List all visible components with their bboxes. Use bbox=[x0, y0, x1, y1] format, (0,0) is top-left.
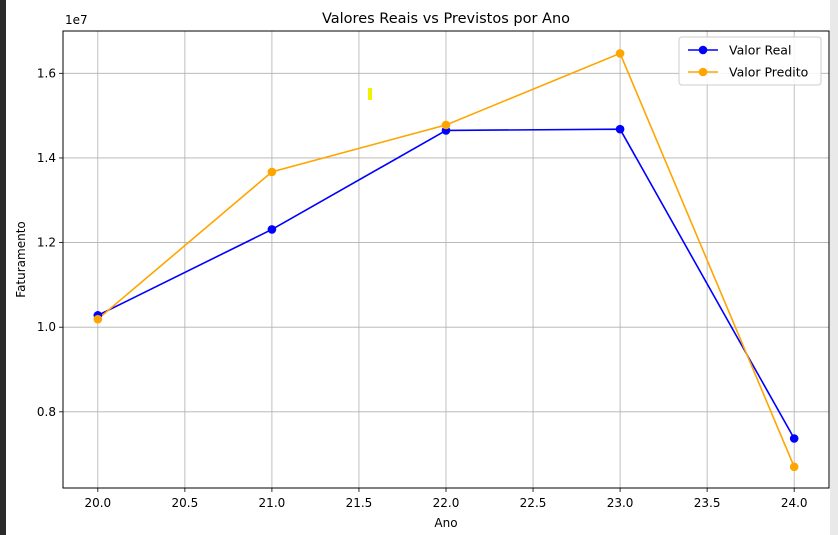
series-points bbox=[93, 49, 799, 472]
legend-label-valor-real: Valor Real bbox=[729, 43, 791, 58]
x-tick-label: 22.5 bbox=[520, 496, 547, 510]
data-point-valor-real bbox=[615, 124, 625, 134]
data-point-valor-predito bbox=[789, 462, 799, 472]
data-point-valor-predito bbox=[267, 167, 277, 177]
y-axis-label: Faturamento bbox=[14, 221, 28, 297]
chart-title: Valores Reais vs Previstos por Ano bbox=[322, 11, 570, 27]
legend-marker-valor-predito bbox=[698, 67, 708, 77]
y-tick-label: 1.4 bbox=[37, 151, 56, 165]
data-point-valor-predito bbox=[93, 314, 103, 324]
x-tick-label: 21.5 bbox=[346, 496, 373, 510]
legend-box bbox=[678, 36, 822, 86]
x-tick-label: 24.0 bbox=[781, 496, 808, 510]
x-tick-label: 22.0 bbox=[433, 496, 460, 510]
data-point-valor-predito bbox=[441, 120, 451, 130]
grid-lines bbox=[63, 31, 829, 488]
x-tick-label: 23.0 bbox=[607, 496, 634, 510]
figure-canvas bbox=[6, 0, 830, 535]
y-axis-offset-label: 1e7 bbox=[65, 13, 88, 27]
legend-label-valor-predito: Valor Predito bbox=[729, 65, 808, 80]
x-axis-label: Ano bbox=[434, 516, 457, 530]
x-tick-label: 20.5 bbox=[172, 496, 199, 510]
legend: Valor Real Valor Predito bbox=[678, 36, 822, 86]
legend-marker-valor-real bbox=[698, 45, 708, 55]
x-tick-label: 21.0 bbox=[259, 496, 286, 510]
data-point-valor-real bbox=[789, 434, 799, 443]
yellow-marker bbox=[368, 88, 372, 100]
y-tick-label: 0.8 bbox=[37, 405, 56, 419]
data-point-valor-predito bbox=[615, 49, 625, 58]
x-axis-ticks: 20.0 20.5 21.0 21.5 22.0 22.5 23.0 23.5 24.0 bbox=[84, 488, 808, 510]
x-tick-label: 23.5 bbox=[694, 496, 721, 510]
window-edge bbox=[830, 0, 838, 535]
y-tick-label: 1.0 bbox=[37, 320, 56, 334]
y-axis-ticks: 0.8 1.0 1.2 1.4 1.6 bbox=[37, 66, 63, 419]
data-point-valor-real bbox=[267, 225, 277, 234]
y-tick-label: 1.6 bbox=[37, 66, 56, 80]
y-tick-label: 1.2 bbox=[37, 236, 56, 250]
x-tick-label: 20.0 bbox=[84, 496, 111, 510]
